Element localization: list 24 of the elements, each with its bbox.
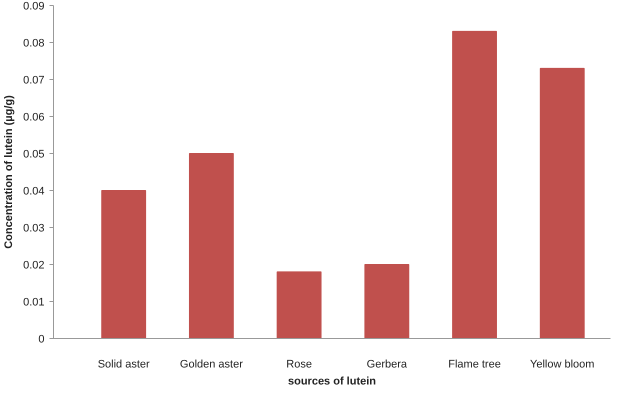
x-tick-label: Gerbera: [366, 358, 408, 370]
bar: [188, 153, 234, 338]
bar: [276, 271, 322, 338]
y-tick-label: 0.01: [23, 296, 45, 308]
bar: [101, 190, 146, 338]
bar: [364, 264, 410, 338]
y-tick-label: 0.04: [23, 186, 45, 198]
y-tick-label: 0.07: [23, 74, 45, 86]
y-tick-label: 0.05: [23, 148, 45, 160]
y-tick-label: 0.09: [23, 0, 45, 12]
x-tick-label: Yellow bloom: [530, 358, 594, 370]
y-tick-label: 0.03: [23, 222, 45, 234]
x-axis-title: sources of lutein: [288, 376, 376, 388]
bar: [452, 30, 497, 338]
y-tick-label: 0.08: [23, 38, 45, 50]
y-tick-label: 0.02: [23, 260, 45, 272]
x-tick-label: Rose: [286, 358, 312, 370]
y-tick-label: 0.06: [23, 112, 45, 124]
x-tick-label: Solid aster: [98, 358, 150, 370]
y-tick-label: 0: [38, 334, 45, 346]
y-axis-title: Concentration of lutein (µg/g): [3, 94, 16, 249]
x-tick-label: Flame tree: [448, 358, 501, 370]
bar: [540, 68, 585, 338]
x-tick-label: Golden aster: [180, 358, 244, 370]
